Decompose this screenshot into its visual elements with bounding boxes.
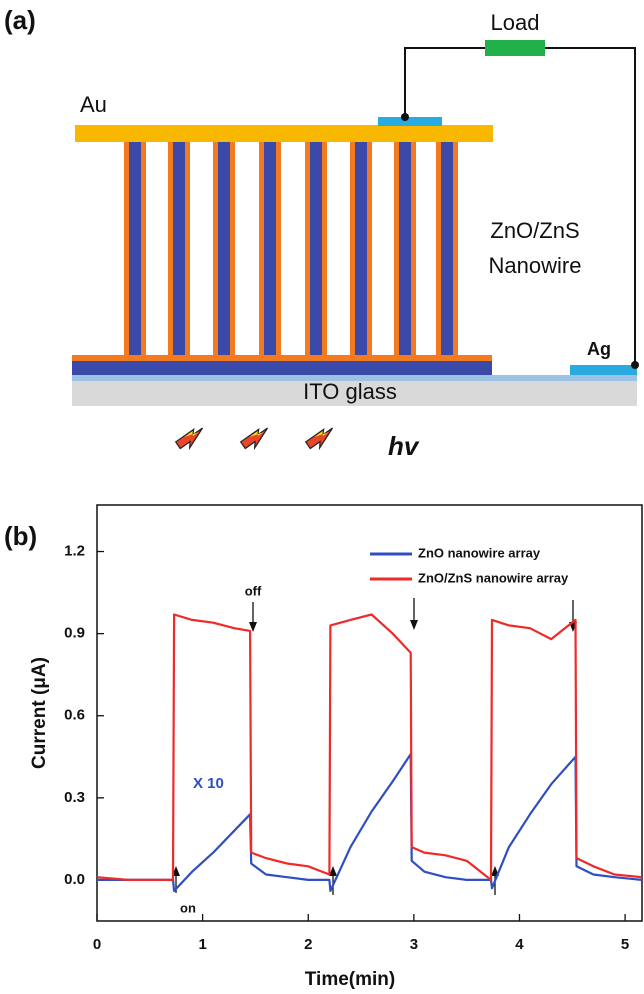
plot-frame bbox=[96, 504, 643, 922]
nanowire-core bbox=[399, 142, 411, 358]
shell-base bbox=[72, 355, 492, 363]
ag-pad bbox=[570, 365, 637, 375]
wire-dot bbox=[401, 113, 409, 121]
series-line bbox=[96, 613, 643, 881]
annotation-arrows bbox=[172, 598, 577, 895]
nanowire-core bbox=[173, 142, 185, 358]
annotation: X 10 bbox=[193, 775, 224, 792]
nanowire-core bbox=[441, 142, 453, 358]
light-icons bbox=[174, 427, 334, 451]
load-label: Load bbox=[491, 10, 540, 35]
load-box bbox=[485, 40, 545, 56]
wire bbox=[545, 47, 636, 365]
nanowires bbox=[124, 142, 458, 358]
y-tick-label: 1.2 bbox=[64, 542, 85, 559]
nanowire-core bbox=[218, 142, 230, 358]
x-tick-label: 0 bbox=[93, 936, 101, 953]
nanowire-label: ZnO/ZnS bbox=[490, 218, 579, 243]
series-line bbox=[97, 753, 643, 892]
y-tick-label: 0.3 bbox=[64, 789, 85, 806]
nanowire-core bbox=[264, 142, 276, 358]
x-tick-label: 4 bbox=[515, 936, 524, 953]
au-electrode bbox=[75, 125, 493, 142]
x-axis-title: Time(min) bbox=[305, 969, 395, 990]
light-label: hv bbox=[388, 431, 420, 461]
x-tick-label: 1 bbox=[198, 936, 206, 953]
wire-dot bbox=[631, 361, 639, 369]
wire bbox=[404, 47, 485, 117]
y-axis-title: Current (μA) bbox=[29, 657, 50, 769]
x-tick-label: 5 bbox=[621, 936, 629, 953]
annotation: off bbox=[245, 583, 262, 598]
glass bbox=[72, 381, 637, 406]
annotation: on bbox=[180, 900, 196, 915]
ito-layer bbox=[72, 375, 637, 381]
legend-label: ZnO nanowire array bbox=[418, 545, 541, 560]
legend-label: ZnO/ZnS nanowire array bbox=[418, 570, 569, 585]
nanowire-core bbox=[129, 142, 141, 358]
panel-label: (b) bbox=[4, 521, 37, 551]
y-tick-label: 0.0 bbox=[64, 871, 85, 888]
contact-pad bbox=[378, 117, 442, 126]
x-tick-label: 3 bbox=[410, 936, 418, 953]
ito-label: ITO glass bbox=[303, 379, 397, 404]
x-tick-label: 2 bbox=[304, 936, 312, 953]
nanowire-label: Nanowire bbox=[489, 253, 582, 278]
nanowire-core bbox=[310, 142, 322, 358]
nanowire-core bbox=[355, 142, 367, 358]
panel-label: (a) bbox=[4, 5, 36, 35]
ag-label: Ag bbox=[587, 339, 611, 359]
y-tick-label: 0.9 bbox=[64, 625, 85, 642]
au-label: Au bbox=[80, 92, 107, 117]
seed-layer bbox=[72, 361, 492, 375]
y-tick-label: 0.6 bbox=[64, 707, 85, 724]
